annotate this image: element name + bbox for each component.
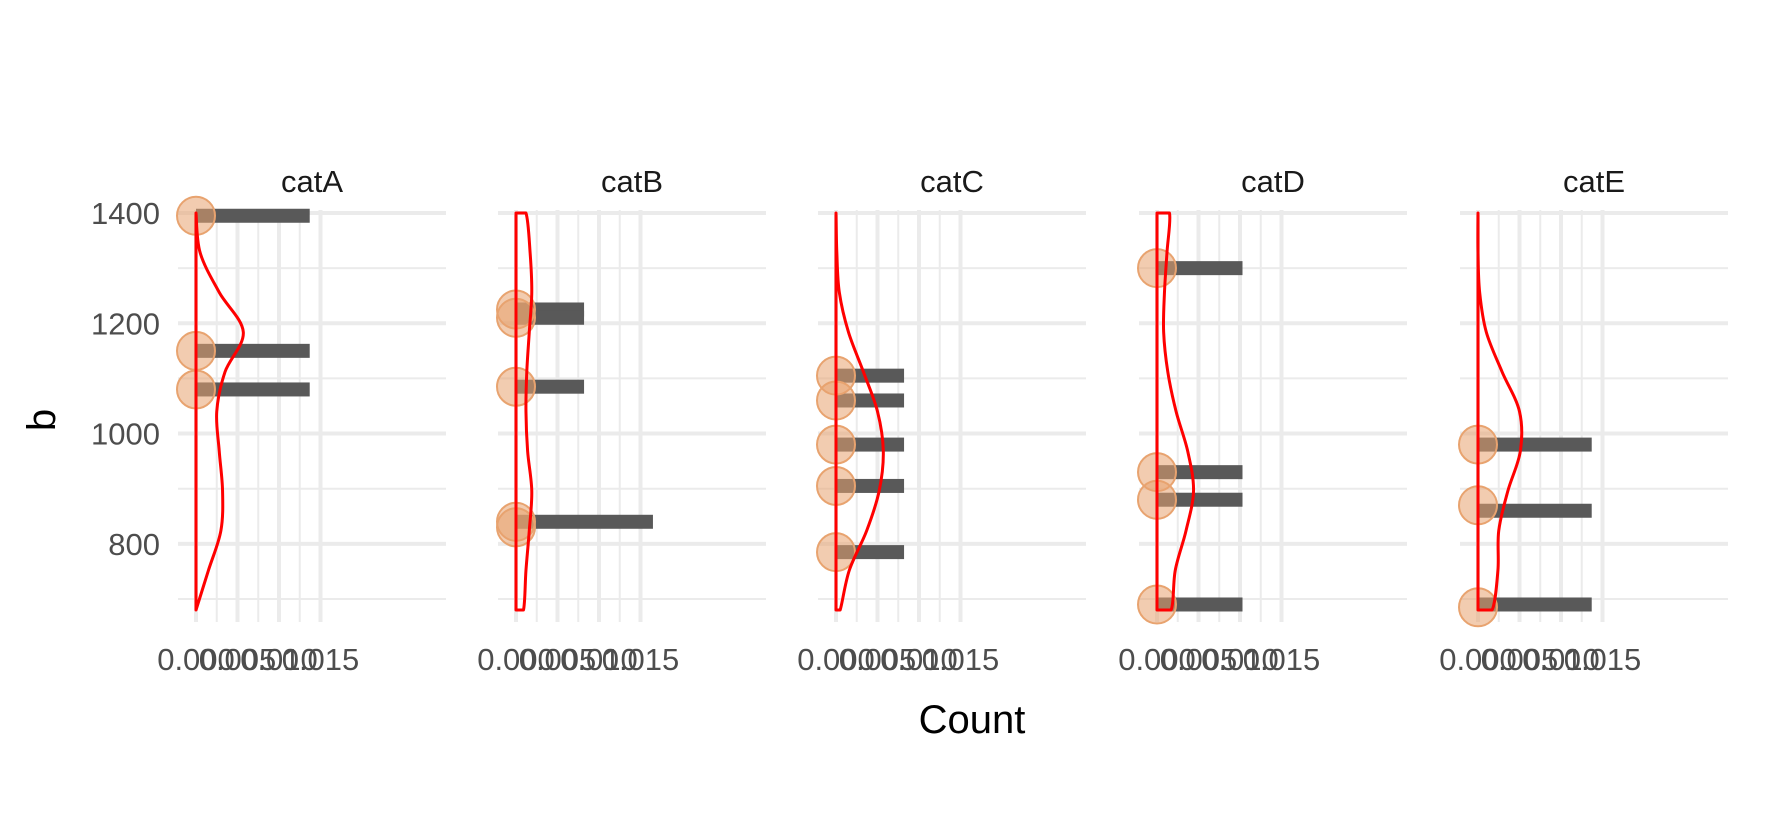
x-tick-label: 0.005 xyxy=(1481,642,1559,677)
x-tick-label: 0.000 xyxy=(477,642,555,677)
bar xyxy=(196,382,310,397)
bar xyxy=(1478,503,1592,518)
facet-label-catD: catD xyxy=(1241,164,1305,199)
x-tick-label: 0.000 xyxy=(797,642,875,677)
bar xyxy=(1157,492,1243,507)
x-tick-label: 0.010 xyxy=(1522,642,1600,677)
x-tick-label: 0.000 xyxy=(157,642,235,677)
density-curve xyxy=(834,211,885,612)
x-tick-label: 0.015 xyxy=(922,642,1000,677)
facet-label-catE: catE xyxy=(1563,164,1625,199)
y-tick-label: 1400 xyxy=(91,196,160,231)
x-tick-label: 0.005 xyxy=(199,642,277,677)
density-curve xyxy=(514,211,534,612)
x-tick-label: 0.015 xyxy=(1564,642,1642,677)
x-tick-label: 0.010 xyxy=(240,642,318,677)
x-axis-title: Count xyxy=(919,698,1026,742)
x-tick-label: 0.000 xyxy=(1118,642,1196,677)
y-tick-label: 800 xyxy=(108,527,160,562)
facet-label-catA: catA xyxy=(281,164,343,199)
y-axis: 800 1000 1200 1400 xyxy=(91,196,160,562)
bar xyxy=(1157,261,1243,276)
y-axis-title: b xyxy=(20,409,64,431)
density-curve xyxy=(194,211,245,612)
density-curve xyxy=(1155,211,1196,612)
bar xyxy=(1478,597,1592,612)
density-curve xyxy=(1476,211,1524,612)
x-tick-label: 0.010 xyxy=(1201,642,1279,677)
facet-label-catB: catB xyxy=(601,164,663,199)
bar xyxy=(1478,437,1592,452)
bar xyxy=(196,343,310,358)
x-tick-label: 0.015 xyxy=(1243,642,1321,677)
x-tick-label: 0.005 xyxy=(519,642,597,677)
x-tick-label: 0.010 xyxy=(560,642,638,677)
facet-label-catC: catC xyxy=(920,164,984,199)
y-tick-label: 1200 xyxy=(91,306,160,341)
x-tick-label: 0.010 xyxy=(880,642,958,677)
x-tick-label: 0.000 xyxy=(1439,642,1517,677)
bar xyxy=(516,514,653,529)
x-tick-label: 0.015 xyxy=(282,642,360,677)
x-tick-label: 0.005 xyxy=(839,642,917,677)
x-tick-label: 0.015 xyxy=(602,642,680,677)
x-tick-label: 0.005 xyxy=(1160,642,1238,677)
y-tick-label: 1000 xyxy=(91,417,160,452)
bar xyxy=(1157,465,1243,480)
bar xyxy=(1157,597,1243,612)
panels-layer: catA0.0000.0050.0100.015catB0.0000.0050.… xyxy=(157,164,1728,677)
bar xyxy=(196,208,310,223)
